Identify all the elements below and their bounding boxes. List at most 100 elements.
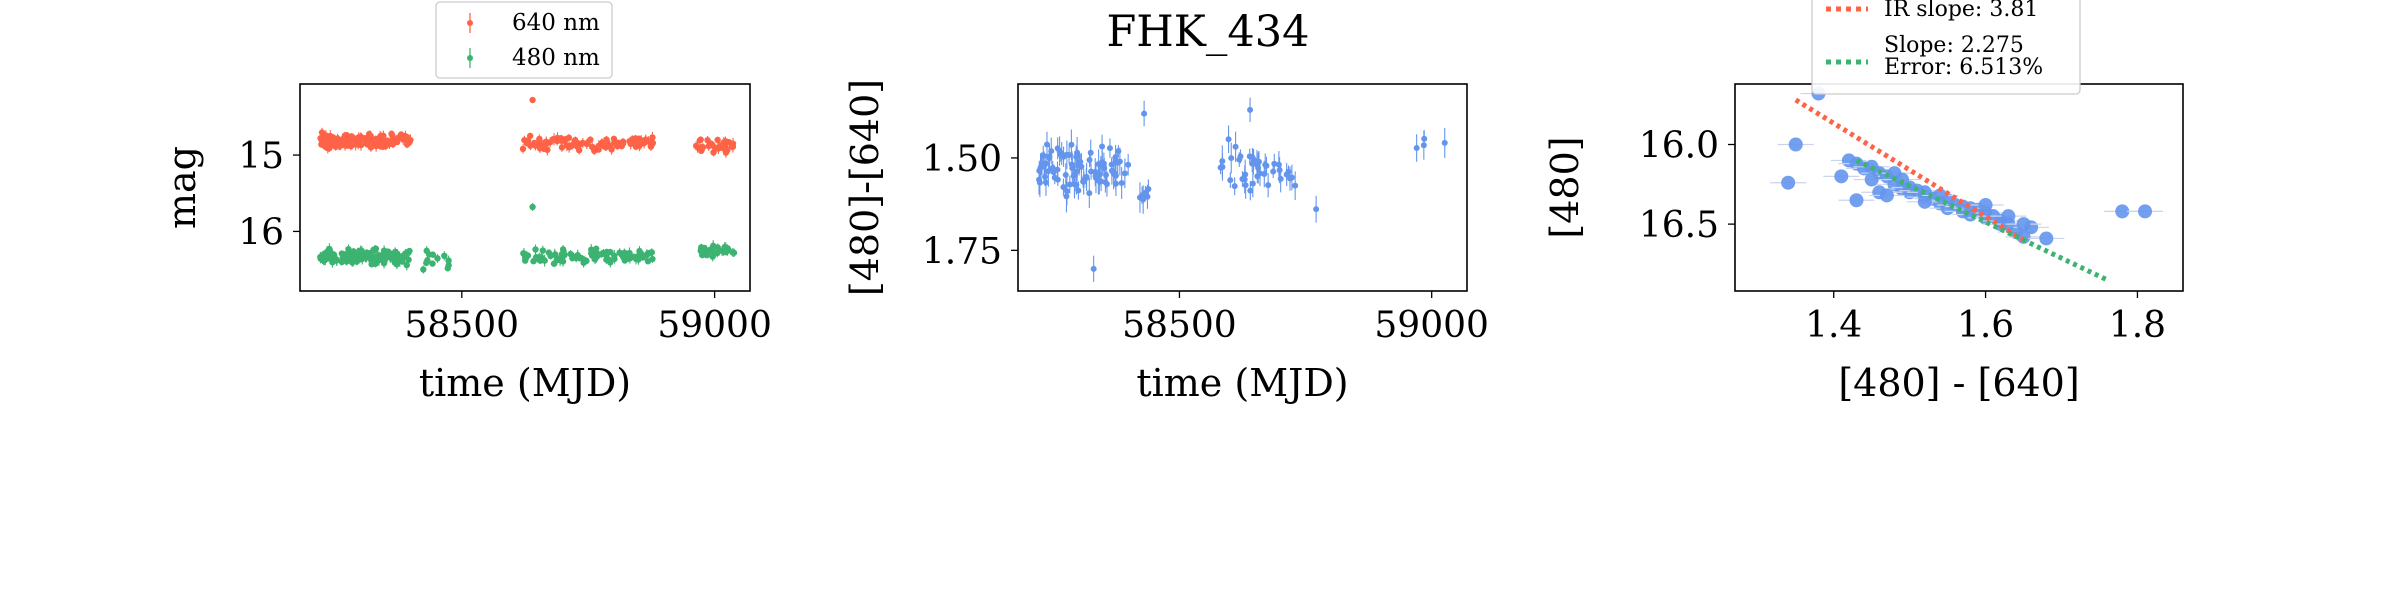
data-point [569,255,576,262]
legend-marker [467,55,473,61]
data-point [362,135,369,142]
y-tick-label: 16 [238,212,284,253]
data-point [541,257,548,264]
data-point [1781,175,1796,190]
data-point [1421,135,1428,142]
data-point [537,143,545,150]
data-point [575,140,582,148]
data-point [1114,159,1121,166]
data-point [326,247,334,255]
y-tick-label: 16.0 [1639,126,1719,167]
data-point [377,132,385,139]
data-point [709,242,717,250]
data-point [588,250,595,257]
data-point [616,249,623,256]
light-curve-points [317,96,738,274]
data-point [532,246,539,253]
data-point [1042,173,1049,180]
data-point [600,249,607,257]
data-point [362,254,369,261]
data-point [365,130,373,138]
data-point [387,250,394,257]
data-point [560,251,567,259]
data-point [1080,176,1087,183]
data-point [1136,194,1143,201]
data-point [1270,168,1277,175]
data-point [699,251,706,259]
data-point [1099,143,1106,150]
data-point [1232,143,1239,150]
data-point [1255,165,1262,172]
data-point [350,254,357,261]
data-point [380,247,388,254]
data-point [329,253,336,261]
data-point [1121,170,1128,177]
data-point [519,145,527,153]
axes-frame [1017,83,1468,292]
data-point [626,249,633,257]
y-tick-label: 1.75 [922,231,1002,272]
data-point [583,257,590,265]
x-tick-label: 59000 [657,305,772,346]
data-point [318,129,326,136]
data-point [638,140,646,147]
data-point [648,249,655,256]
data-point [704,251,711,259]
data-point [1118,180,1125,187]
data-point [2138,204,2153,219]
axes-2: 58500 59000 1.50 1.75 time (MJD) [480]-[640] [843,79,1489,405]
data-point [420,266,427,273]
data-point [1108,161,1115,168]
data-point [611,255,618,263]
legend-label: 480 nm [512,45,600,71]
legend-marker [467,20,473,26]
data-point [559,258,567,265]
data-point [1834,169,1849,184]
data-point [434,255,441,262]
data-point [639,254,647,261]
data-point [382,253,389,260]
data-point [1054,145,1061,152]
data-point [1049,164,1056,171]
data-point [724,246,731,254]
data-point [1265,182,1272,189]
data-point [696,137,704,144]
data-point [649,255,656,263]
data-point [1090,265,1097,272]
data-point [1292,182,1299,189]
data-point [332,136,340,143]
data-point [583,140,590,148]
cmd-points [1770,86,2164,246]
data-point [423,259,430,267]
data-point [529,96,536,104]
data-point [591,256,599,263]
data-point [1086,156,1093,163]
x-tick-label: 1.4 [1805,305,1862,346]
data-point [603,140,611,148]
legend: IR slope: 3.81 Slope: 2.275 Error: 6.513% [1811,0,2081,95]
x-axis-label: [480] - [640] [1838,361,2079,405]
data-point [381,258,388,266]
data-point [720,145,727,152]
data-point [539,247,546,254]
data-point [1249,154,1256,161]
data-point [1247,106,1254,113]
data-point [1227,177,1234,184]
x-tick-label: 1.6 [1957,305,2014,346]
data-point [542,139,549,146]
data-point [1057,151,1064,158]
data-point [1086,190,1093,197]
data-point [1040,152,1047,159]
data-point [1063,193,1070,200]
data-point [529,203,536,211]
data-point [565,134,573,141]
data-point [340,254,347,262]
data-point [1219,158,1226,165]
x-axis-label: time (MJD) [419,361,631,405]
data-point [374,252,382,259]
data-point [1088,168,1095,175]
data-point [1141,110,1148,117]
y-tick-label: 1.50 [922,139,1002,180]
fit-line [1855,158,2109,283]
data-point [1849,193,1864,208]
